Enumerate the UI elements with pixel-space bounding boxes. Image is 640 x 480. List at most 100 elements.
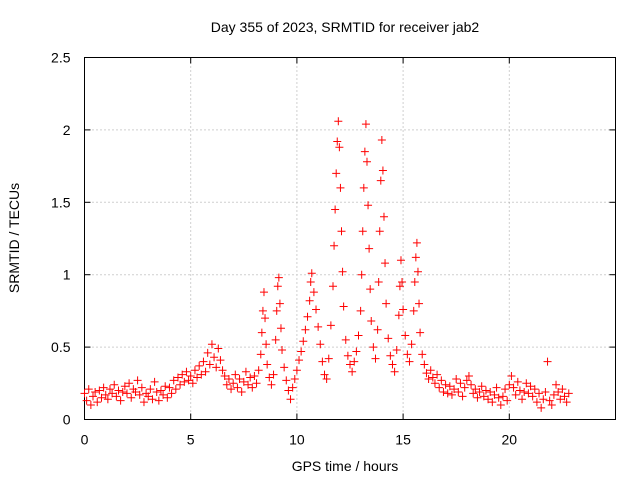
data-point xyxy=(388,360,397,369)
data-point xyxy=(110,380,119,389)
data-point xyxy=(346,360,354,369)
data-point xyxy=(307,269,316,278)
data-point xyxy=(173,373,182,382)
data-point xyxy=(554,387,563,396)
data-point xyxy=(411,253,420,262)
data-point xyxy=(452,374,461,383)
data-point xyxy=(456,379,465,388)
data-point xyxy=(252,379,261,388)
data-point xyxy=(384,334,393,343)
data-point xyxy=(501,385,510,394)
x-tick-label: 15 xyxy=(395,432,411,448)
data-point xyxy=(248,383,257,392)
data-point xyxy=(269,370,278,379)
data-point xyxy=(335,143,344,152)
data-point xyxy=(146,385,155,394)
data-point xyxy=(479,392,488,401)
x-tick-label: 0 xyxy=(81,432,89,448)
data-point xyxy=(530,385,539,394)
data-point xyxy=(80,389,89,398)
data-point xyxy=(324,354,333,363)
data-point xyxy=(105,385,114,394)
data-point xyxy=(469,389,478,398)
data-point xyxy=(314,322,323,331)
data-point xyxy=(195,361,204,370)
data-point xyxy=(135,390,144,399)
data-point xyxy=(133,376,142,385)
data-point xyxy=(229,379,238,388)
data-point xyxy=(333,137,342,146)
data-point xyxy=(365,244,374,253)
data-point xyxy=(535,389,544,398)
data-point xyxy=(378,166,387,175)
data-point xyxy=(167,389,176,398)
data-point xyxy=(97,393,106,402)
data-point xyxy=(116,396,125,405)
data-point xyxy=(464,372,473,381)
data-point xyxy=(318,357,327,366)
data-point xyxy=(398,277,407,286)
data-point xyxy=(259,288,268,297)
data-point xyxy=(330,241,339,250)
data-point xyxy=(439,387,448,396)
data-point xyxy=(122,389,131,398)
data-point xyxy=(412,238,421,247)
data-point xyxy=(156,386,165,395)
data-point xyxy=(426,366,435,375)
data-point xyxy=(125,379,134,388)
data-point xyxy=(532,398,541,407)
data-point xyxy=(88,392,97,401)
data-point xyxy=(341,335,350,344)
data-point xyxy=(396,256,405,265)
data-point xyxy=(460,383,469,392)
data-point xyxy=(562,398,571,407)
data-point xyxy=(120,382,129,391)
data-point xyxy=(382,299,391,308)
data-point xyxy=(303,312,312,321)
data-point xyxy=(445,382,454,391)
y-axis-label: SRMTID / TECUs xyxy=(6,183,22,293)
data-point xyxy=(541,387,550,396)
data-point xyxy=(163,393,172,402)
axis-ticks: 0 5 10 15 20 0 0.5 1 1.5 2 2.5 xyxy=(51,50,616,448)
data-point xyxy=(367,317,376,326)
data-point xyxy=(356,306,365,315)
data-point xyxy=(386,351,395,360)
x-tick-label: 20 xyxy=(502,432,518,448)
data-point xyxy=(435,383,444,392)
data-point xyxy=(112,392,121,401)
data-point xyxy=(148,395,157,404)
data-point xyxy=(360,147,369,156)
data-point xyxy=(144,392,153,401)
data-point xyxy=(301,325,310,334)
data-point xyxy=(376,176,385,185)
data-point xyxy=(394,311,403,320)
data-point xyxy=(201,367,210,376)
data-point xyxy=(462,376,471,385)
data-point xyxy=(401,331,410,340)
y-tick-label: 1.5 xyxy=(51,194,71,210)
data-point xyxy=(263,360,272,369)
data-point xyxy=(513,377,522,386)
data-point xyxy=(364,201,373,210)
data-point xyxy=(405,357,414,366)
data-point xyxy=(118,387,127,396)
data-point xyxy=(286,395,295,404)
data-point xyxy=(127,393,136,402)
data-point xyxy=(272,306,281,315)
data-point xyxy=(558,385,567,394)
data-point xyxy=(205,360,214,369)
data-point xyxy=(256,350,265,359)
data-point xyxy=(395,282,404,291)
data-point xyxy=(518,395,527,404)
data-point xyxy=(458,392,467,401)
data-point xyxy=(182,367,191,376)
data-point xyxy=(139,398,148,407)
data-point xyxy=(176,380,185,389)
data-point xyxy=(316,340,325,349)
data-point xyxy=(322,374,331,383)
data-point xyxy=(244,380,253,389)
y-tick-label: 2.5 xyxy=(51,50,71,66)
data-point xyxy=(186,372,195,381)
data-point xyxy=(305,296,314,305)
